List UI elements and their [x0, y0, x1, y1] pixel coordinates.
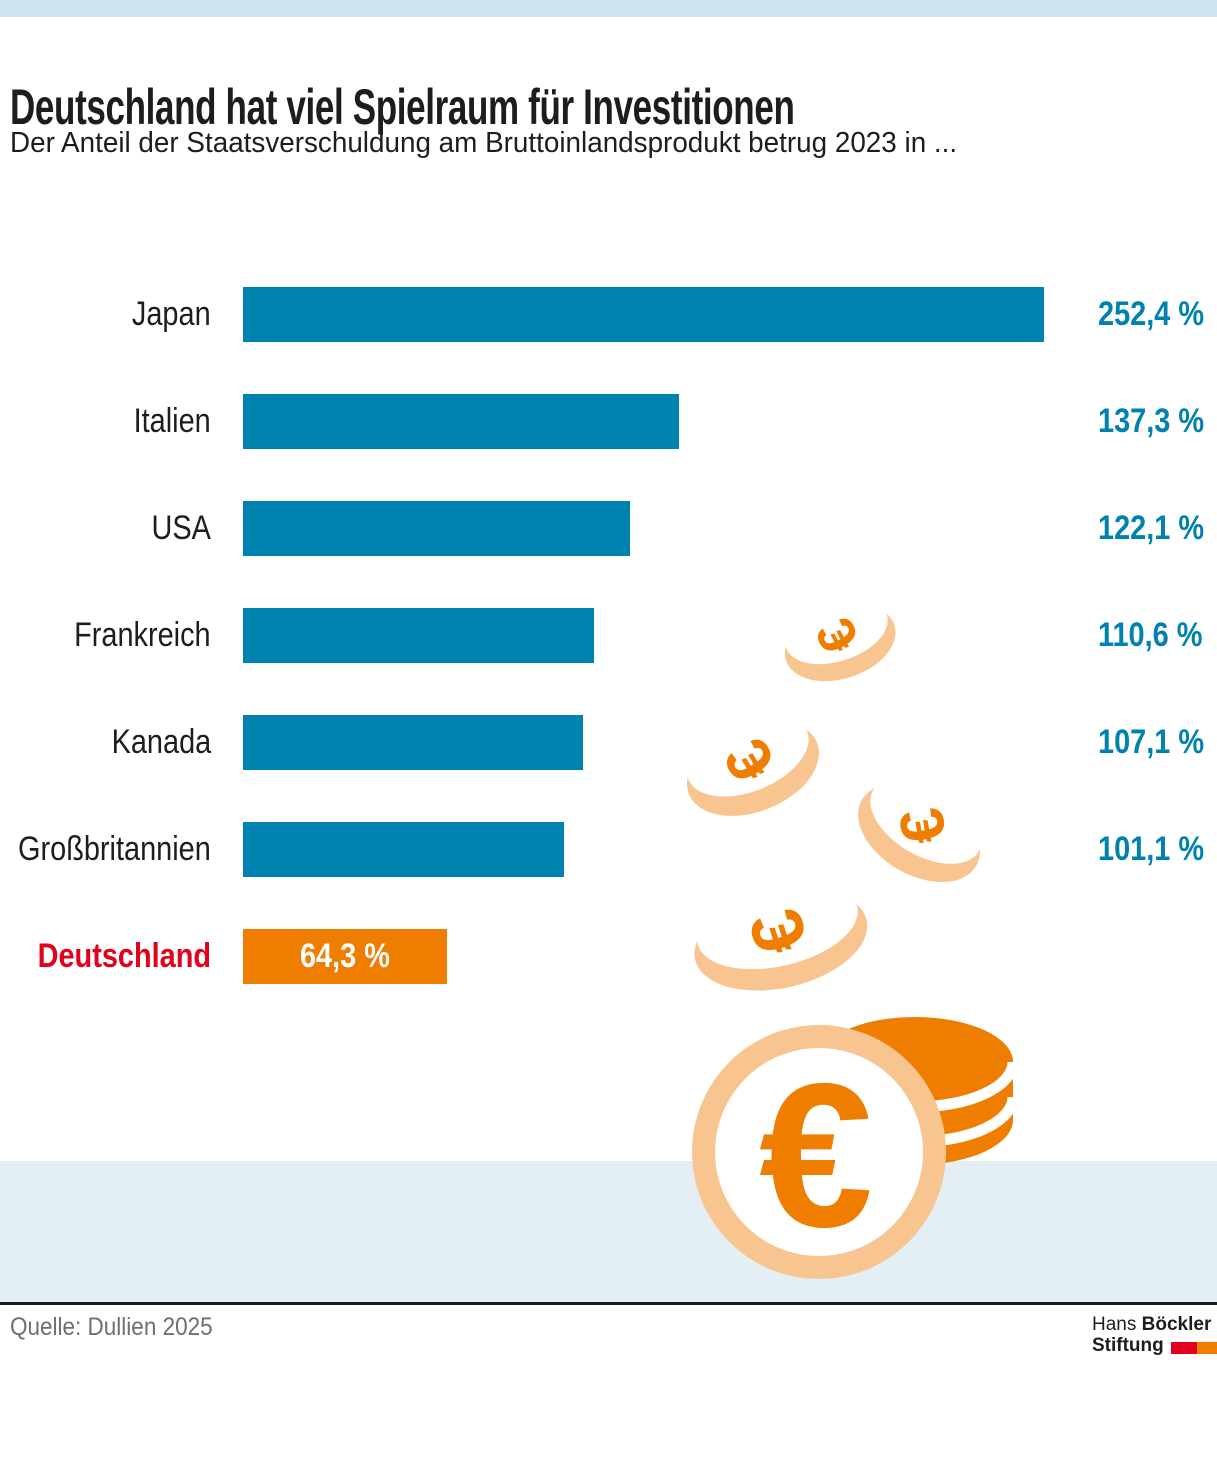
country-label: Kanada [111, 723, 211, 761]
bar-italien [243, 394, 679, 449]
logo-stiftung: Stiftung [1092, 1335, 1164, 1356]
logo-boeckler: Böckler [1141, 1314, 1212, 1335]
chart-row-frankreich: Frankreich 110,6 % [0, 608, 1217, 663]
chart-row-usa: USA 122,1 % [0, 501, 1217, 556]
chart-row-japan: Japan 252,4 % [0, 287, 1217, 342]
logo-hans: Hans [1092, 1314, 1137, 1335]
country-label: Italien [133, 402, 211, 440]
value-label: 107,1 % [1098, 723, 1205, 761]
country-label: Großbritannien [18, 830, 211, 868]
country-label: Japan [132, 295, 211, 333]
value-label: 122,1 % [1098, 509, 1205, 547]
page-subtitle: Der Anteil der Staatsverschuldung am Bru… [10, 127, 958, 159]
bar-usa [243, 501, 630, 556]
bar-kanada [243, 715, 583, 770]
bar-grossbritannien [243, 822, 564, 877]
footer-divider [0, 1302, 1217, 1305]
bottom-color-band [0, 1161, 1217, 1302]
logo-line1: Hans Böckler [1092, 1314, 1217, 1335]
chart-row-italien: Italien 137,3 % [0, 394, 1217, 449]
value-label: 252,4 % [1098, 295, 1205, 333]
chart-row-grossbritannien: Großbritannien 101,1 % [0, 822, 1217, 877]
bar-japan [243, 287, 1044, 342]
country-label: USA [151, 509, 211, 547]
value-label-inside-bar: 64,3 % [300, 937, 390, 975]
top-color-band [0, 0, 1217, 17]
country-label-highlight: Deutschland [37, 937, 211, 975]
value-label: 110,6 % [1098, 616, 1203, 654]
logo-line2: Stiftung [1092, 1335, 1217, 1356]
coin-stack-icon [811, 1017, 1019, 1165]
page-title: Deutschland hat viel Spielraum für Inves… [10, 78, 795, 135]
chart-row-kanada: Kanada 107,1 % [0, 715, 1217, 770]
logo-orange-square [1196, 1342, 1217, 1354]
chart-row-deutschland: Deutschland 64,3 % [0, 929, 1217, 984]
bar-frankreich [243, 608, 594, 663]
value-label: 101,1 % [1098, 830, 1205, 868]
hans-boeckler-stiftung-logo: Hans Böckler Stiftung [1092, 1314, 1217, 1356]
logo-red-square [1170, 1342, 1197, 1354]
bar-deutschland: 64,3 % [243, 929, 447, 984]
value-label: 137,3 % [1098, 402, 1205, 440]
source-note: Quelle: Dullien 2025 [10, 1313, 213, 1341]
country-label: Frankreich [74, 616, 211, 654]
